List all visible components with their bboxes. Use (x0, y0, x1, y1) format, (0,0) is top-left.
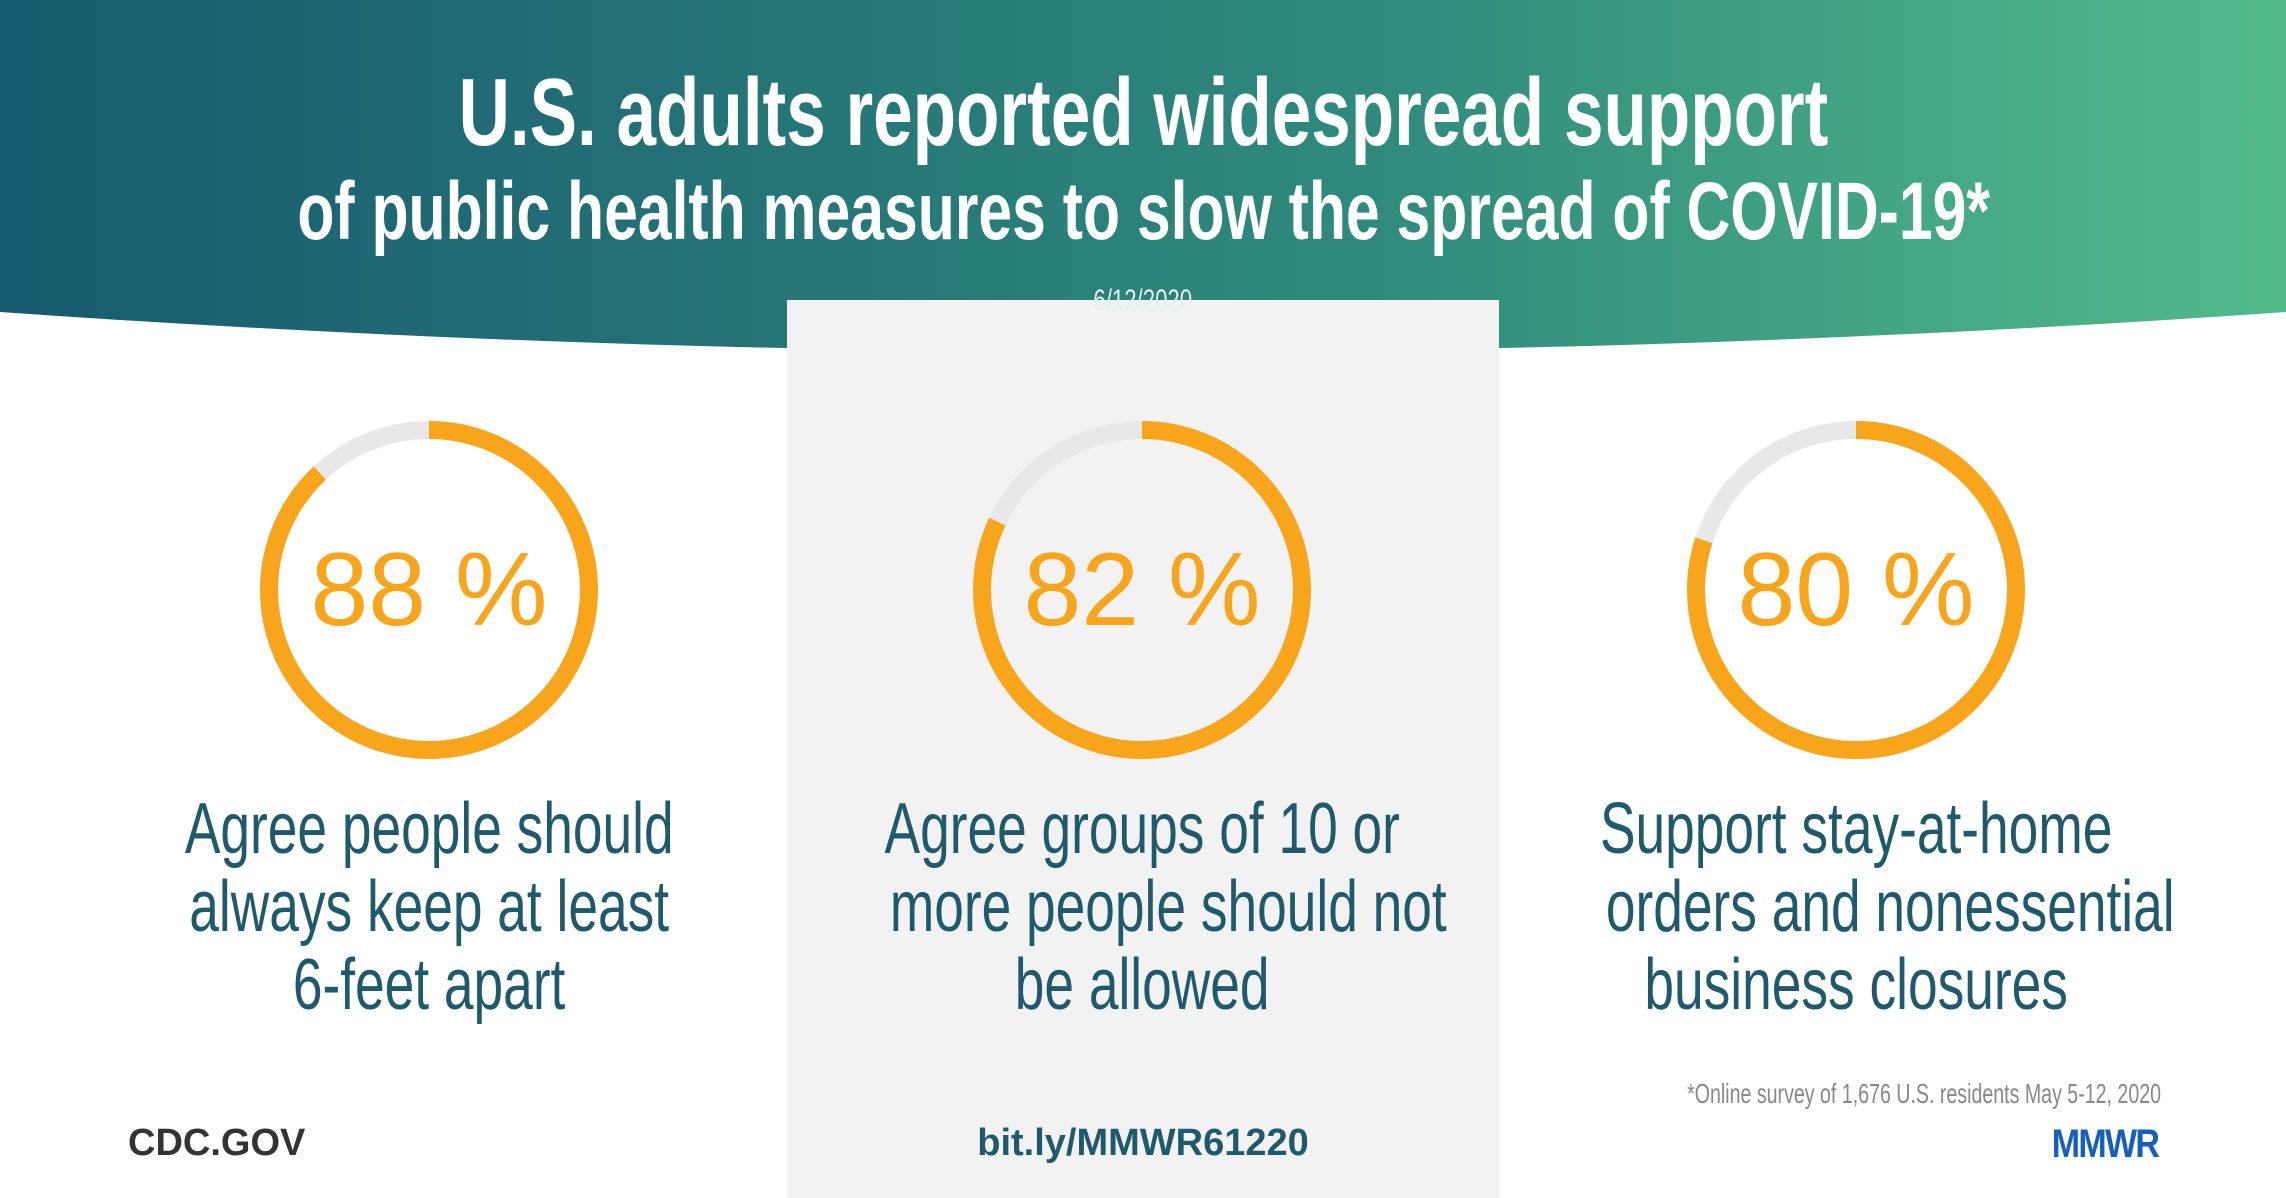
description-1: Agree people should always keep at least 6… (79, 790, 779, 1024)
description-line: Agree people should (184, 789, 674, 869)
donut-fill (1687, 421, 2025, 759)
donut-2: 82 % (962, 410, 1322, 770)
date: 6/12/2020 (1093, 284, 1193, 317)
description-line: always keep at least (189, 867, 669, 947)
percent-label: 80 % (1737, 531, 1975, 648)
description-line: Support stay-at-home (1599, 789, 2113, 869)
header-banner (0, 0, 2286, 352)
percent-label: 88 % (310, 531, 548, 648)
description-line: 6-feet apart (292, 945, 566, 1025)
description-3: Support stay-at-home orders and nonessent… (1506, 790, 2206, 1024)
title-line2: of public health measures to slow the sp… (297, 166, 1991, 257)
mmwr-short-link[interactable]: bit.ly/MMWR61220 (977, 1122, 1309, 1164)
description-2: Agree groups of 10 or more people should … (792, 790, 1492, 1024)
mmwr-logo: MMWR (2051, 1122, 2160, 1166)
percent-label: 82 % (1023, 531, 1261, 648)
title-line1: U.S. adults reported widespread support (458, 59, 1828, 166)
donut-fill (260, 421, 598, 759)
description-line: be allowed (1014, 945, 1270, 1025)
description-line: more people should not (889, 867, 1447, 947)
description-line: orders and nonessential (1605, 867, 2175, 947)
donut-1: 88 % (249, 410, 609, 770)
footnote: *Online survey of 1,676 U.S. residents M… (1687, 1078, 2161, 1109)
cdc-gov-link[interactable]: CDC.GOV (128, 1122, 306, 1164)
donut-3: 80 % (1676, 410, 2036, 770)
description-line: Agree groups of 10 or (884, 789, 1400, 869)
description-line: business closures (1644, 945, 2068, 1025)
donut-fill (973, 421, 1311, 759)
